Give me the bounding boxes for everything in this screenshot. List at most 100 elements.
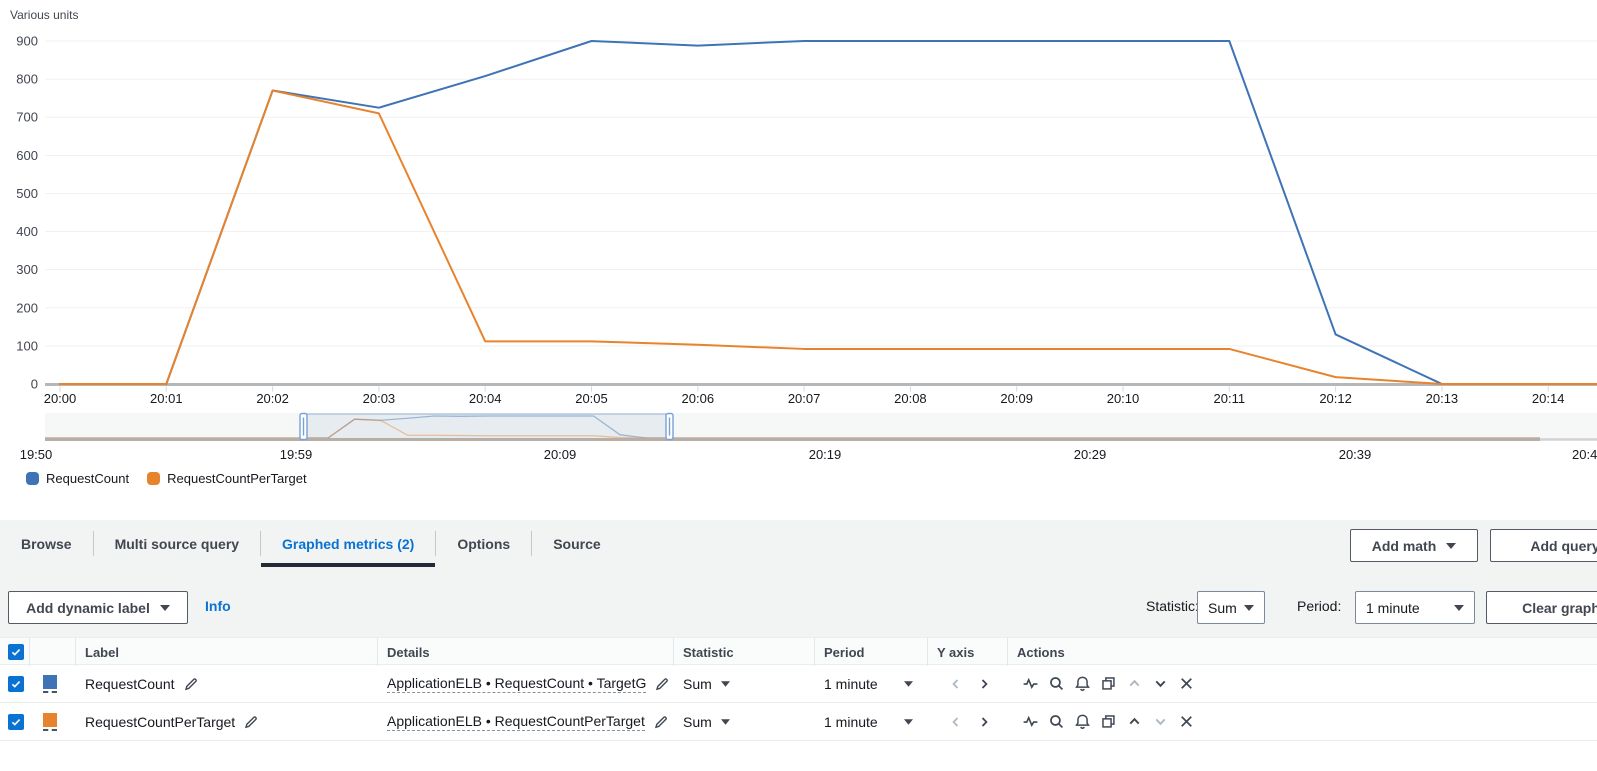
metric-row-requestcountpertarget: RequestCountPerTarget ApplicationELB • R…	[0, 703, 1597, 741]
legend-swatch-orange	[147, 472, 161, 485]
move-down-icon[interactable]	[1152, 675, 1169, 692]
svg-text:100: 100	[16, 338, 38, 353]
edit-pencil-icon[interactable]	[243, 714, 259, 730]
statistic-select[interactable]: Sum	[1197, 591, 1265, 624]
metric-details[interactable]: ApplicationELB • RequestCount • TargetG	[387, 674, 647, 693]
add-math-button[interactable]: Add math	[1350, 529, 1478, 562]
row-checkbox[interactable]	[8, 713, 24, 730]
svg-text:20:00: 20:00	[44, 391, 77, 406]
column-header-statistic: Statistic	[674, 638, 815, 666]
svg-text:20:06: 20:06	[682, 391, 715, 406]
statistic-value: Sum	[1208, 599, 1237, 616]
caret-down-icon	[720, 680, 730, 687]
table-header-row: Label Details Statistic Period Y axis Ac…	[0, 637, 1597, 666]
svg-text:500: 500	[16, 186, 38, 201]
metric-color-swatch	[43, 674, 57, 689]
sparkline-icon[interactable]	[1022, 675, 1039, 692]
statistic-value: Sum	[683, 713, 712, 730]
add-dynamic-label-button[interactable]: Add dynamic label	[8, 591, 188, 624]
tab-options[interactable]: Options	[457, 535, 511, 552]
period-select[interactable]: 1 minute	[1355, 591, 1475, 624]
statistic-value: Sum	[683, 675, 712, 692]
move-up-icon[interactable]	[1126, 713, 1143, 730]
info-link[interactable]: Info	[205, 598, 231, 614]
tab-separator	[435, 531, 437, 556]
alarm-bell-icon[interactable]	[1074, 713, 1091, 730]
edit-pencil-icon[interactable]	[653, 714, 669, 730]
clear-graph-button[interactable]: Clear graph	[1486, 591, 1597, 624]
legend-item-requestcountpertarget[interactable]: RequestCountPerTarget	[147, 471, 307, 486]
yaxis-left-icon[interactable]	[948, 676, 964, 692]
caret-down-icon	[903, 680, 913, 687]
period-value: 1 minute	[824, 675, 878, 692]
svg-text:300: 300	[16, 262, 38, 277]
metric-color-swatch	[43, 712, 57, 727]
swatch-dashes	[43, 728, 57, 731]
remove-metric-icon[interactable]	[1178, 713, 1195, 730]
column-header-actions: Actions	[1017, 644, 1065, 660]
duplicate-icon[interactable]	[1100, 675, 1117, 692]
move-down-icon[interactable]	[1152, 713, 1169, 730]
row-checkbox[interactable]	[8, 675, 24, 692]
select-all-cell	[0, 638, 30, 666]
period-value: 1 minute	[1366, 599, 1420, 616]
caret-down-icon	[1446, 542, 1457, 549]
legend-swatch-blue	[26, 472, 39, 485]
select-all-checkbox[interactable]	[8, 644, 24, 660]
metric-color-picker[interactable]	[43, 712, 57, 731]
add-query-label: Add query	[1530, 537, 1597, 554]
edit-pencil-icon[interactable]	[654, 676, 670, 692]
yaxis-left-icon[interactable]	[948, 714, 964, 730]
svg-text:700: 700	[16, 110, 38, 125]
tab-separator	[531, 531, 533, 556]
svg-text:20:05: 20:05	[575, 391, 608, 406]
metrics-chart[interactable]: 0 100 200 300 400 500 600 700 800 900 20:00 20:01 20…	[0, 0, 1597, 492]
add-query-button[interactable]: Add query	[1490, 529, 1597, 562]
legend-item-requestcount[interactable]: RequestCount	[26, 471, 129, 486]
tab-source[interactable]: Source	[553, 535, 601, 552]
metric-details[interactable]: ApplicationELB • RequestCountPerTarget	[387, 712, 645, 731]
caret-down-icon	[720, 718, 730, 725]
sparkline-icon[interactable]	[1022, 713, 1039, 730]
search-icon[interactable]	[1048, 675, 1065, 692]
yaxis-right-icon[interactable]	[976, 676, 992, 692]
metric-row-requestcount: RequestCount ApplicationELB • RequestCou…	[0, 665, 1597, 703]
duplicate-icon[interactable]	[1100, 713, 1117, 730]
edit-pencil-icon[interactable]	[183, 676, 199, 692]
tab-graphed-metrics[interactable]: Graphed metrics (2)	[261, 520, 436, 567]
statistic-dropdown[interactable]: Sum	[674, 676, 815, 692]
remove-metric-icon[interactable]	[1178, 675, 1195, 692]
statistic-label: Statistic:	[1146, 598, 1199, 614]
period-dropdown[interactable]: 1 minute	[815, 714, 928, 730]
check-icon	[11, 649, 21, 656]
alarm-bell-icon[interactable]	[1074, 675, 1091, 692]
move-up-icon[interactable]	[1126, 675, 1143, 692]
tab-browse[interactable]: Browse	[21, 535, 72, 552]
period-value: 1 minute	[824, 713, 878, 730]
clear-graph-label: Clear graph	[1522, 599, 1597, 616]
statistic-dropdown[interactable]: Sum	[674, 714, 815, 730]
tab-multi-source-query[interactable]: Multi source query	[114, 535, 240, 552]
add-math-label: Add math	[1371, 537, 1437, 554]
y-axis-unit-label: Various units	[10, 8, 79, 22]
svg-text:20:39: 20:39	[1339, 447, 1372, 462]
metric-color-picker[interactable]	[43, 674, 57, 693]
color-column-header	[30, 638, 76, 666]
svg-text:20:19: 20:19	[809, 447, 842, 462]
search-icon[interactable]	[1048, 713, 1065, 730]
svg-text:600: 600	[16, 148, 38, 163]
svg-text:20:03: 20:03	[363, 391, 396, 406]
svg-text:20:10: 20:10	[1107, 391, 1140, 406]
period-dropdown[interactable]: 1 minute	[815, 676, 928, 692]
metrics-panel: Browse Multi source query Graphed metric…	[0, 520, 1597, 771]
add-dynamic-label-text: Add dynamic label	[26, 599, 150, 616]
metric-label: RequestCountPerTarget	[85, 713, 236, 730]
svg-text:20:09: 20:09	[1000, 391, 1033, 406]
timeline-brush[interactable]: 19:50 19:59 20:09 20:19 20:29 20:39 20:49	[20, 412, 1597, 462]
svg-text:19:59: 19:59	[280, 447, 313, 462]
yaxis-right-icon[interactable]	[976, 714, 992, 730]
check-icon	[11, 680, 21, 688]
legend-label: RequestCount	[46, 471, 130, 486]
graphed-metrics-table: Label Details Statistic Period Y axis Ac…	[0, 637, 1597, 771]
